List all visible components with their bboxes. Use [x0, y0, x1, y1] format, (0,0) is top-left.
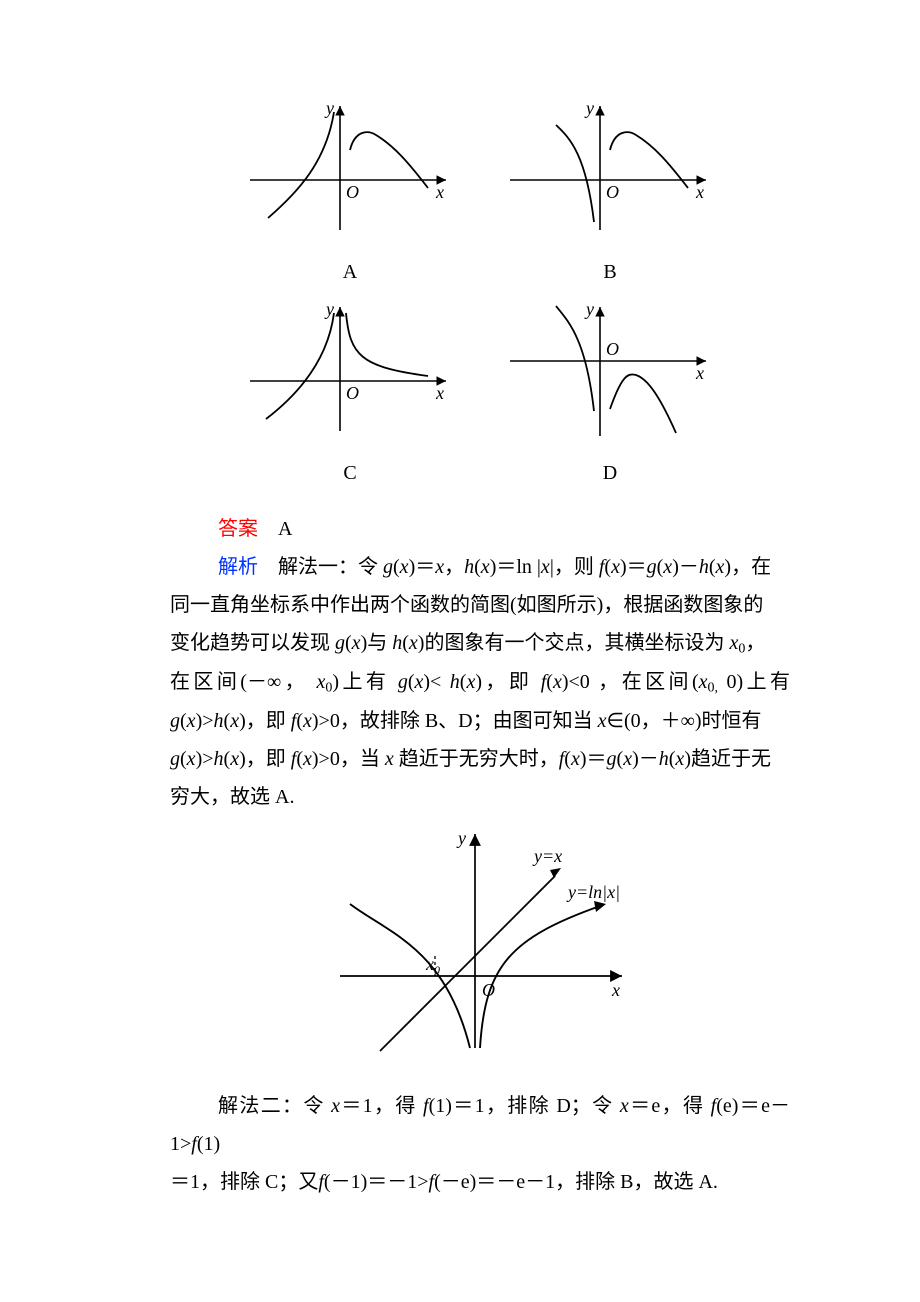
subfigure-label: D	[505, 454, 715, 492]
curve-a-left	[268, 112, 334, 218]
svg-text:O: O	[346, 383, 359, 403]
subfigure-label: C	[245, 454, 455, 492]
chart-a: x y O	[250, 100, 450, 240]
svg-text:y: y	[584, 100, 594, 118]
label-ylnx: y=ln|x|	[566, 882, 620, 902]
analysis-line7: 穷大，故选 A.	[170, 778, 790, 816]
method2-line2: ＝1，排除 C；又f(－1)＝－1>f(－e)＝－e－1，排除 B，故选 A.	[170, 1163, 790, 1201]
analysis-label: 解析	[218, 556, 258, 578]
svg-text:x: x	[435, 383, 444, 403]
x-axis-label: x	[435, 182, 444, 202]
curve-d-left	[556, 306, 594, 411]
svg-text:x: x	[695, 182, 704, 202]
analysis-paragraph: 解析 解法一：令 g(x)＝x，h(x)＝ln |x|，则 f(x)＝g(x)－…	[170, 548, 790, 586]
method2-line1: 解法二：令 x＝1，得 f(1)＝1，排除 D；令 x＝e，得 f(e)＝e－1…	[170, 1087, 790, 1163]
label-yx: y=x	[532, 846, 562, 866]
subfigure-d: x y O D	[505, 301, 715, 492]
curve-c-left	[266, 313, 334, 419]
figure-grid: x y O A x y O B	[245, 100, 715, 492]
subfigure-label: A	[245, 253, 455, 291]
origin-label: O	[346, 182, 359, 202]
svg-text:y: y	[456, 828, 466, 848]
curve-c-right	[346, 313, 428, 376]
svg-text:O: O	[606, 339, 619, 359]
y-axis-label: y	[324, 100, 334, 118]
analysis-line6: g(x)>h(x)，即 f(x)>0，当 x 趋近于无穷大时，f(x)＝g(x)…	[170, 740, 790, 778]
x0-label: x0	[425, 954, 440, 977]
chart-b: x y O	[510, 100, 710, 240]
svg-text:y: y	[584, 301, 594, 319]
subfigure-c: x y O C	[245, 301, 455, 492]
svg-text:x: x	[611, 980, 620, 1000]
analysis-line5: g(x)>h(x)，即 f(x)>0，故排除 B、D；由图可知当 x∈(0，＋∞…	[170, 702, 790, 740]
big-figure: x y O x0 y=x y=ln|x|	[330, 826, 630, 1069]
answer-line: 答案 A	[170, 510, 790, 548]
curve-b-left	[556, 125, 594, 222]
chart-big: x y O x0 y=x y=ln|x|	[330, 826, 630, 1056]
curve-d-right	[610, 374, 676, 433]
subfigure-a: x y O A	[245, 100, 455, 291]
analysis-line2: 同一直角坐标系中作出两个函数的简图(如图所示)，根据函数图象的	[170, 586, 790, 624]
chart-c: x y O	[250, 301, 450, 441]
answer-label: 答案	[218, 518, 258, 540]
analysis-line4: 在区间(－∞， x0)上有 g(x)< h(x)，即 f(x)<0 ，在区间(x…	[170, 663, 790, 702]
analysis-line3: 变化趋势可以发现 g(x)与 h(x)的图象有一个交点，其横坐标设为 x0，	[170, 624, 790, 663]
answer-value: A	[278, 518, 292, 540]
svg-text:x: x	[695, 363, 704, 383]
svg-text:y: y	[324, 301, 334, 319]
chart-d: x y O	[510, 301, 710, 441]
subfigure-b: x y O B	[505, 100, 715, 291]
svg-text:O: O	[606, 182, 619, 202]
page: x y O A x y O B	[0, 0, 920, 1261]
line-y-eq-x	[380, 876, 555, 1051]
curve-lnabs-right	[480, 906, 600, 1048]
subfigure-label: B	[505, 253, 715, 291]
